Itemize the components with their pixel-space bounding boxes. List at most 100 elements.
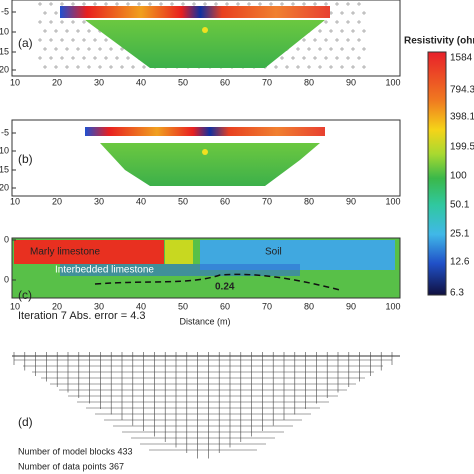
electrode-mark xyxy=(93,2,97,6)
electrode-mark xyxy=(351,65,355,69)
electrode-mark xyxy=(335,38,339,42)
electrode-mark xyxy=(225,2,229,6)
x-tick-label: 20 xyxy=(52,301,62,311)
electrode-mark xyxy=(115,2,119,6)
electrode-mark xyxy=(340,29,344,33)
panel-frame xyxy=(11,0,401,77)
electrode-mark xyxy=(324,20,328,24)
panel-a: (a) xyxy=(11,0,401,77)
colorbar-scale xyxy=(427,51,447,296)
y-tick-label: -5 xyxy=(1,6,9,16)
electrode-mark xyxy=(38,38,42,42)
electrode-mark xyxy=(38,56,42,60)
electrode-mark xyxy=(98,47,102,51)
y-tick-label: 0 xyxy=(4,234,9,244)
electrode-mark xyxy=(126,2,130,6)
electrode-mark xyxy=(324,2,328,6)
electrode-mark xyxy=(296,47,300,51)
electrode-mark xyxy=(49,20,53,24)
electrode-mark xyxy=(71,38,75,42)
annotation: Iteration 7 Abs. error = 4.3 xyxy=(18,310,146,322)
x-tick-label: 60 xyxy=(220,77,230,87)
electrode-mark xyxy=(357,38,361,42)
x-tick-label: 80 xyxy=(304,301,314,311)
electrode-mark xyxy=(346,56,350,60)
panel-label: (c) xyxy=(18,288,32,302)
y-tick-label: -5 xyxy=(1,127,9,137)
x-tick-label: 40 xyxy=(136,301,146,311)
electrode-mark xyxy=(329,47,333,51)
electrode-mark xyxy=(120,47,124,51)
electrode-mark xyxy=(148,2,152,6)
x-tick-label: 10 xyxy=(10,77,20,87)
electrode-mark xyxy=(65,65,69,69)
electrode-mark xyxy=(258,2,262,6)
electrode-mark xyxy=(214,2,218,6)
electrode-mark xyxy=(71,2,75,6)
electrode-mark xyxy=(71,20,75,24)
x-tick-label: 10 xyxy=(10,196,20,206)
panel-d: (d) Number of model blocks 433 Number of… xyxy=(12,352,400,471)
annotation: 0.24 xyxy=(215,282,235,293)
electrode-mark xyxy=(76,47,80,51)
x-tick-label: 100 xyxy=(385,77,400,87)
panel-frame xyxy=(11,237,401,299)
electrode-mark xyxy=(335,20,339,24)
electrode-mark xyxy=(115,56,119,60)
resistivity-strip xyxy=(60,6,330,18)
electrode-mark xyxy=(54,11,58,15)
electrode-mark xyxy=(104,2,108,6)
electrode-mark xyxy=(318,29,322,33)
electrode-mark xyxy=(131,65,135,69)
electrode-mark xyxy=(329,29,333,33)
electrode-mark xyxy=(351,11,355,15)
x-tick-label: 60 xyxy=(220,301,230,311)
electrode-mark xyxy=(76,29,80,33)
electrode-mark xyxy=(104,56,108,60)
electrode-mark xyxy=(346,20,350,24)
x-tick-label: 20 xyxy=(52,196,62,206)
electrode-mark xyxy=(351,47,355,51)
electrode-mark xyxy=(280,2,284,6)
electrode-mark xyxy=(302,2,306,6)
electrode-mark xyxy=(362,65,366,69)
colorbar-label: 398.1 xyxy=(450,112,474,123)
electrode-mark xyxy=(269,2,273,6)
y-tick-label: 0 xyxy=(4,274,9,284)
x-tick-label: 70 xyxy=(262,77,272,87)
x-tick-label: 90 xyxy=(346,196,356,206)
electrode-mark xyxy=(38,2,42,6)
colorbar-label: 50.1 xyxy=(450,200,470,211)
electrode-mark xyxy=(109,47,113,51)
resistivity-strip xyxy=(85,127,325,136)
electrode-mark xyxy=(54,65,58,69)
electrode-mark xyxy=(65,29,69,33)
x-tick-label: 20 xyxy=(52,77,62,87)
electrode-mark xyxy=(120,65,124,69)
x-tick-label: 30 xyxy=(94,196,104,206)
electrode-mark xyxy=(362,47,366,51)
electrode-mark xyxy=(307,47,311,51)
electrode-mark xyxy=(49,2,53,6)
electrode-mark xyxy=(280,56,284,60)
electrode-mark xyxy=(93,56,97,60)
resistivity-section xyxy=(85,20,325,68)
panel-frame xyxy=(11,119,401,197)
panel-label: (d) xyxy=(18,415,33,429)
electrode-mark xyxy=(43,47,47,51)
y-tick-label: -10 xyxy=(0,26,9,36)
electrode-mark xyxy=(137,2,141,6)
interface-line xyxy=(94,273,341,291)
x-tick-label: 30 xyxy=(94,301,104,311)
panel-c: Marly limestone Soil Interbedded limesto… xyxy=(11,237,401,326)
electrode-mark xyxy=(340,65,344,69)
y-tick-label: -20 xyxy=(0,64,9,74)
annotation: Marly limestone xyxy=(30,247,100,258)
y-tick-label: -10 xyxy=(0,145,9,155)
note: Number of model blocks 433 xyxy=(18,446,133,456)
panel-b: (b) xyxy=(11,119,401,197)
electrode-mark xyxy=(307,65,311,69)
x-tick-label: 80 xyxy=(304,77,314,87)
electrode-mark xyxy=(43,11,47,15)
